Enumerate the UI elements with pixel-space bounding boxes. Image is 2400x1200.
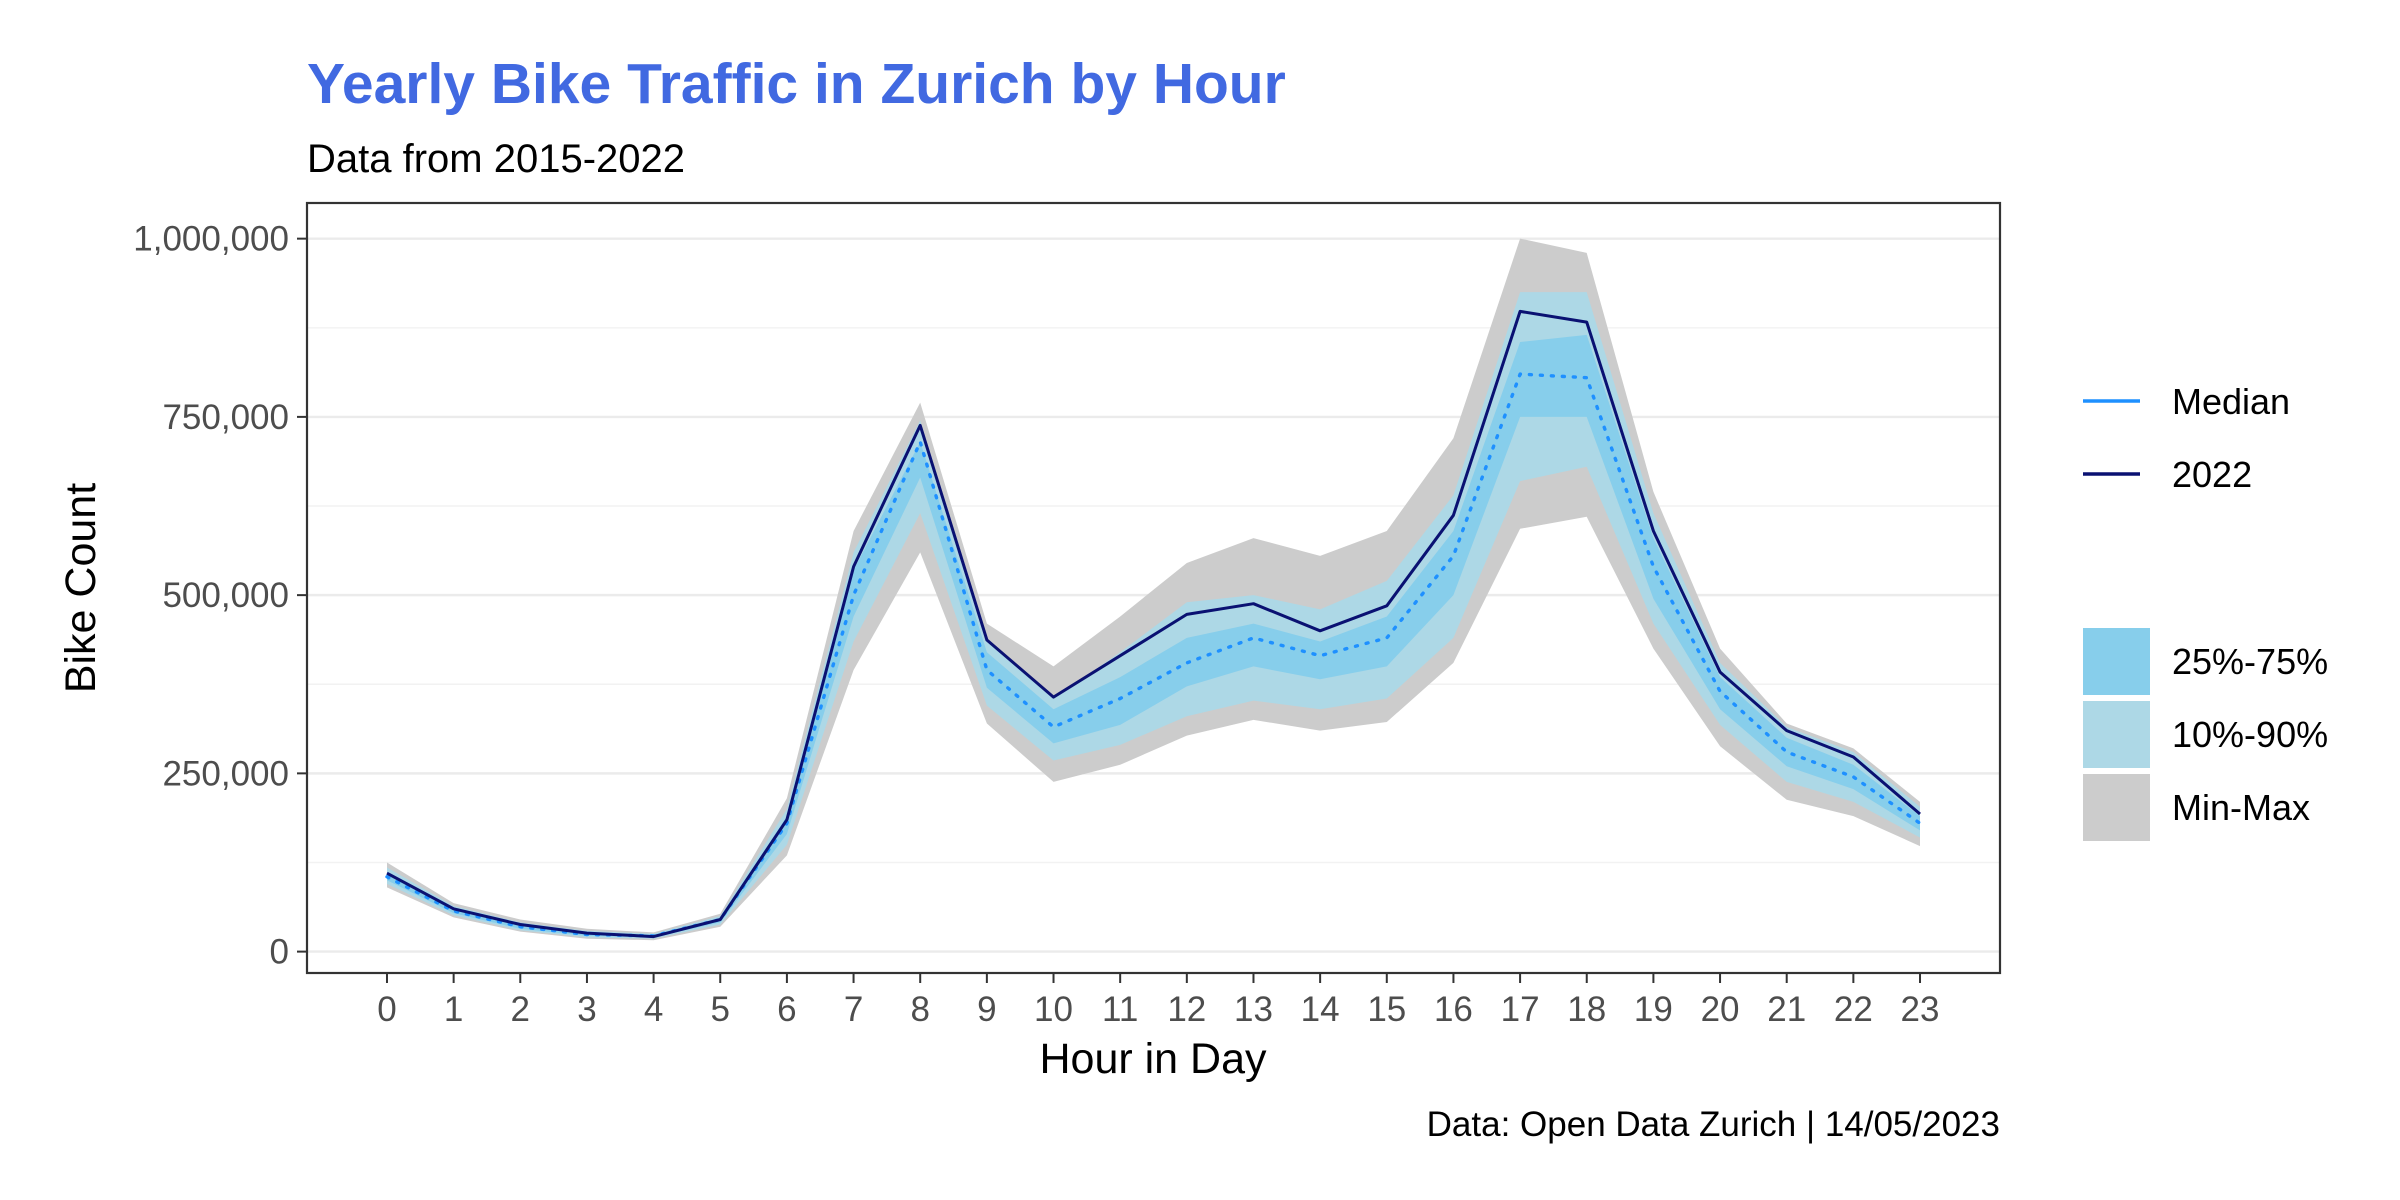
x-axis-title: Hour in Day [1039,1035,1267,1083]
y-tick-label: 250,000 [162,754,289,793]
x-tick-label: 7 [844,990,863,1029]
y-tick-label: 0 [270,933,289,972]
x-tick-label: 15 [1367,990,1406,1029]
x-tick-label: 13 [1234,990,1273,1029]
x-tick-label: 3 [577,990,596,1029]
x-tick-label: 0 [377,990,396,1029]
x-tick-label: 8 [910,990,929,1029]
panel-border [305,201,2002,975]
legend-label-10-90: 10%-90% [2172,714,2328,755]
line-layer [385,309,1922,939]
y-tick-label: 500,000 [162,576,289,615]
x-tick-label: 1 [444,990,463,1029]
y-axis-title: Bike Count [57,483,105,693]
chart-caption: Data: Open Data Zurich | 14/05/2023 [1427,1105,2000,1144]
series-line-2022 [386,309,1921,939]
y-tick-label: 1,000,000 [133,220,289,259]
legend-key-min-max [2083,774,2150,841]
x-tick-label: 23 [1901,990,1940,1029]
chart-title: Yearly Bike Traffic in Zurich by Hour [307,52,1286,116]
band-min-max [387,238,1920,941]
legend-label-median: Median [2172,381,2290,422]
x-tick-label: 16 [1434,990,1473,1029]
x-tick-label: 19 [1634,990,1673,1029]
x-tick-label: 12 [1167,990,1206,1029]
x-tick-label: 18 [1567,990,1606,1029]
y-axis: 0 250,000 500,000 750,000 1,000,000 [133,220,307,972]
chart-subtitle: Data from 2015-2022 [307,137,685,181]
legend: Median 2022 25%-75% 10%-90% Min-Max [2083,381,2328,841]
x-tick-label: 4 [644,990,663,1029]
band-layer [387,238,1920,941]
x-tick-label: 5 [711,990,730,1029]
x-tick-label: 20 [1701,990,1740,1029]
x-axis: 0 1 2 3 4 5 6 7 8 9 10 11 12 13 14 15 16 17 18 19 20 21 22 23 [377,973,1939,1029]
legend-label-min-max: Min-Max [2172,787,2310,828]
x-tick-label: 21 [1767,990,1806,1029]
legend-label-25-75: 25%-75% [2172,641,2328,682]
x-tick-label: 22 [1834,990,1873,1029]
x-tick-label: 17 [1501,990,1540,1029]
legend-key-25-75 [2083,628,2150,695]
x-tick-label: 14 [1301,990,1340,1029]
x-tick-label: 6 [777,990,796,1029]
x-tick-label: 2 [511,990,530,1029]
x-tick-label: 9 [977,990,996,1029]
band-10-90 [387,292,1920,939]
x-tick-label: 11 [1102,990,1138,1029]
legend-key-10-90 [2083,701,2150,768]
legend-label-2022: 2022 [2172,454,2252,495]
x-tick-label: 10 [1034,990,1073,1029]
y-tick-label: 750,000 [162,398,289,437]
